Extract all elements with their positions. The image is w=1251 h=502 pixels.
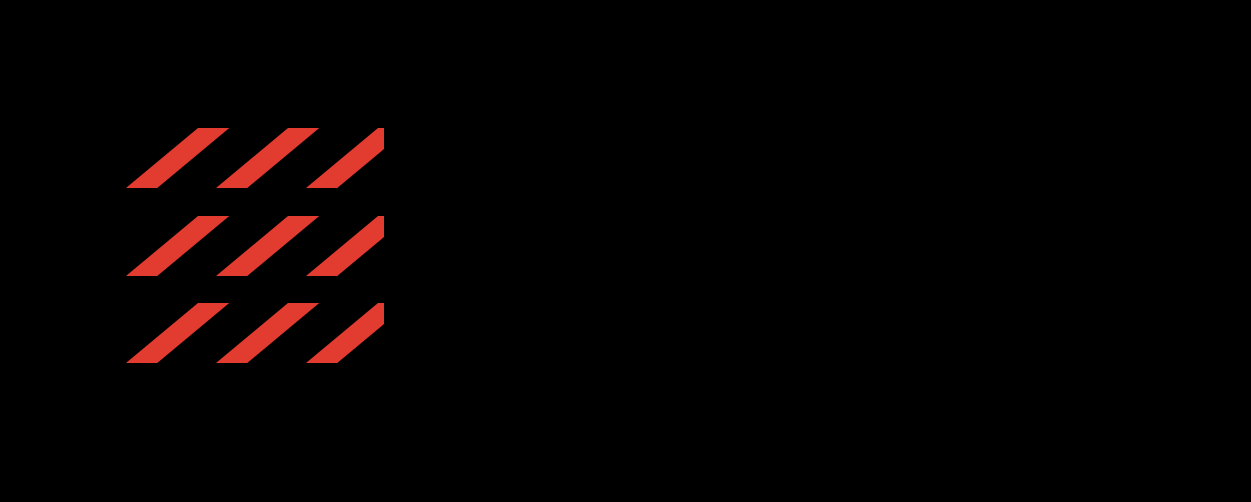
slash-r2-c2-icon <box>216 216 320 276</box>
slash-r3-c2-icon <box>216 303 320 363</box>
slash-r3-c1-icon <box>126 303 230 363</box>
slash-r1-c2-icon <box>216 128 320 188</box>
slash-r1-c1-icon <box>126 128 230 188</box>
slash-r2-c1-icon <box>126 216 230 276</box>
diagonal-slash-grid-logo <box>118 120 384 382</box>
slash-r2-c3-icon <box>306 216 384 276</box>
slash-r1-c3-icon <box>306 128 384 188</box>
slash-r3-c3-icon <box>306 303 384 363</box>
slash-grid-group <box>126 128 384 363</box>
